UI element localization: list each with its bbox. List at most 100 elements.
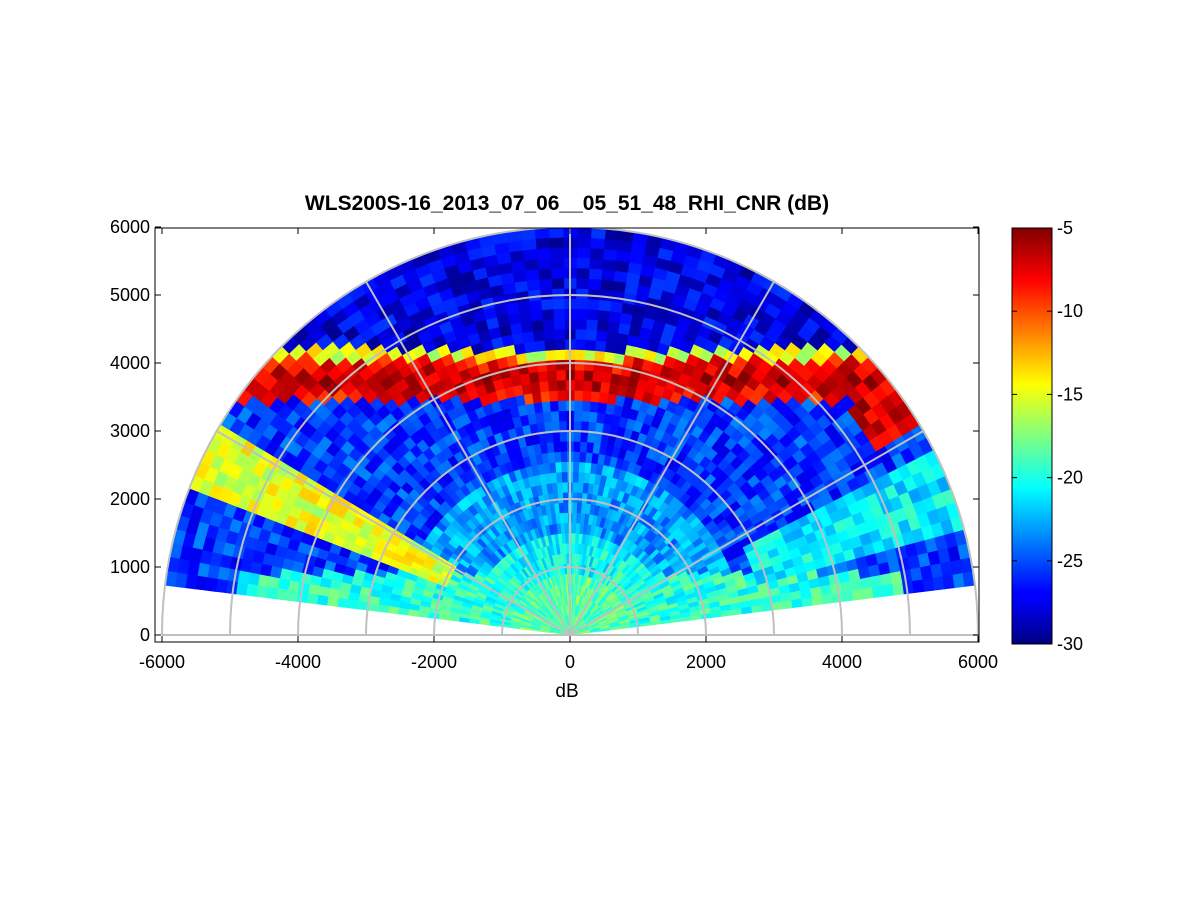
y-tick-label: 4000 <box>110 353 150 373</box>
heatmap-cell <box>594 339 607 352</box>
heatmap-cell <box>548 228 564 239</box>
heatmap-cell <box>881 583 895 597</box>
chart-title: WLS200S-16_2013_07_06__05_51_48_RHI_CNR … <box>305 192 829 215</box>
heatmap-cell <box>591 370 603 383</box>
heatmap-cell <box>589 247 605 260</box>
heatmap-cell <box>582 369 594 382</box>
heatmap-cell <box>554 349 566 361</box>
heatmap-cell <box>571 522 577 534</box>
heatmap-cell <box>575 308 588 320</box>
heatmap-cell <box>556 389 567 402</box>
colorbar: -5 -10 -15 -20 -25 -30 <box>1011 218 1083 654</box>
heatmap-cell <box>576 247 591 259</box>
y-tick-label: 0 <box>140 625 150 645</box>
heatmap-cell <box>539 390 550 403</box>
heatmap-cell <box>575 277 590 290</box>
heatmap-cell <box>286 589 299 602</box>
heatmap-cell <box>603 238 619 251</box>
heatmap-cell <box>336 597 349 609</box>
heatmap-cell <box>316 594 329 606</box>
heatmap-cell <box>549 400 559 412</box>
heatmap-cell <box>586 308 599 321</box>
heatmap-cell <box>574 318 587 330</box>
heatmap-cell <box>559 440 568 453</box>
grid-spoke <box>569 281 775 636</box>
heatmap-cell <box>265 586 279 600</box>
heatmap-cell <box>555 359 566 371</box>
plot-area: -6000 -4000 -2000 0 2000 4000 6000 0 1000 2000 30… <box>110 217 998 672</box>
heatmap-cell <box>515 290 530 303</box>
heatmap-cell <box>851 588 864 601</box>
x-tick-label: -4000 <box>275 652 321 672</box>
heatmap-cell <box>542 318 555 331</box>
heatmap-cell <box>306 593 319 605</box>
heatmap-cell <box>225 580 238 595</box>
heatmap-cell <box>531 319 544 332</box>
heatmap-cell <box>589 237 606 250</box>
heatmap-cell <box>574 359 585 371</box>
heatmap-cell <box>598 391 609 404</box>
heatmap-cell <box>589 400 599 413</box>
heatmap-cell <box>575 267 590 279</box>
heatmap-cell <box>579 430 589 443</box>
heatmap-cell <box>552 308 565 320</box>
heatmap-cell <box>520 320 534 334</box>
heatmap-cell <box>602 248 618 261</box>
heatmap-cell <box>549 257 564 269</box>
heatmap-cell <box>518 310 532 324</box>
heatmap-cell <box>573 420 582 432</box>
heatmap-cell <box>587 278 602 290</box>
heatmap-cell <box>572 461 580 473</box>
heatmap-cell <box>574 328 587 340</box>
heatmap-cell <box>570 563 575 575</box>
heatmap-cell <box>575 298 588 310</box>
heatmap-cell <box>579 441 588 453</box>
heatmap-cell <box>553 318 566 330</box>
heatmap-cell <box>543 339 556 351</box>
heatmap-cell <box>588 411 598 423</box>
heatmap-cell <box>584 349 596 361</box>
heatmap-cell <box>574 369 585 381</box>
heatmap-cell <box>537 370 549 383</box>
heatmap-cell <box>536 360 548 373</box>
heatmap-cell <box>552 441 561 453</box>
heatmap-cell <box>590 380 602 393</box>
heatmap-cell <box>255 585 269 599</box>
y-tick-label: 5000 <box>110 285 150 305</box>
heatmap-cell <box>235 581 248 596</box>
heatmap-cell <box>572 481 579 493</box>
heatmap-cell <box>611 362 623 376</box>
heatmap-cell <box>603 351 616 364</box>
heatmap-cell <box>598 289 613 302</box>
heatmap-cell <box>571 502 578 514</box>
heatmap-cell <box>610 290 625 303</box>
heatmap-cell <box>584 339 597 351</box>
heatmap-cell <box>549 247 564 259</box>
heatmap-cell <box>573 400 583 412</box>
heatmap-cell <box>377 604 390 613</box>
x-tick-label: 0 <box>565 652 575 672</box>
heatmap-cell <box>550 277 565 290</box>
heatmap-cell <box>593 350 606 363</box>
heatmap-cell <box>595 329 608 342</box>
heatmap-cell <box>574 349 586 361</box>
heatmap-cell <box>532 329 545 342</box>
heatmap-cell <box>522 248 538 261</box>
heatmap-cell <box>580 420 590 433</box>
heatmap-cell <box>560 451 568 463</box>
heatmap-cell <box>595 411 606 424</box>
heatmap-cell <box>296 591 309 604</box>
heatmap-cell <box>600 371 612 384</box>
heatmap-cell <box>581 390 592 402</box>
heatmap-cell <box>606 320 620 334</box>
heatmap-cell <box>397 607 410 616</box>
heatmap-cell <box>539 288 553 301</box>
grid-spoke <box>569 430 924 636</box>
heatmap-cell <box>561 471 568 483</box>
heatmap-cell <box>612 352 625 366</box>
heatmap-cell <box>581 400 591 412</box>
heatmap-cell <box>611 280 627 293</box>
range-ring <box>161 228 979 636</box>
x-tick-label: -2000 <box>411 652 457 672</box>
